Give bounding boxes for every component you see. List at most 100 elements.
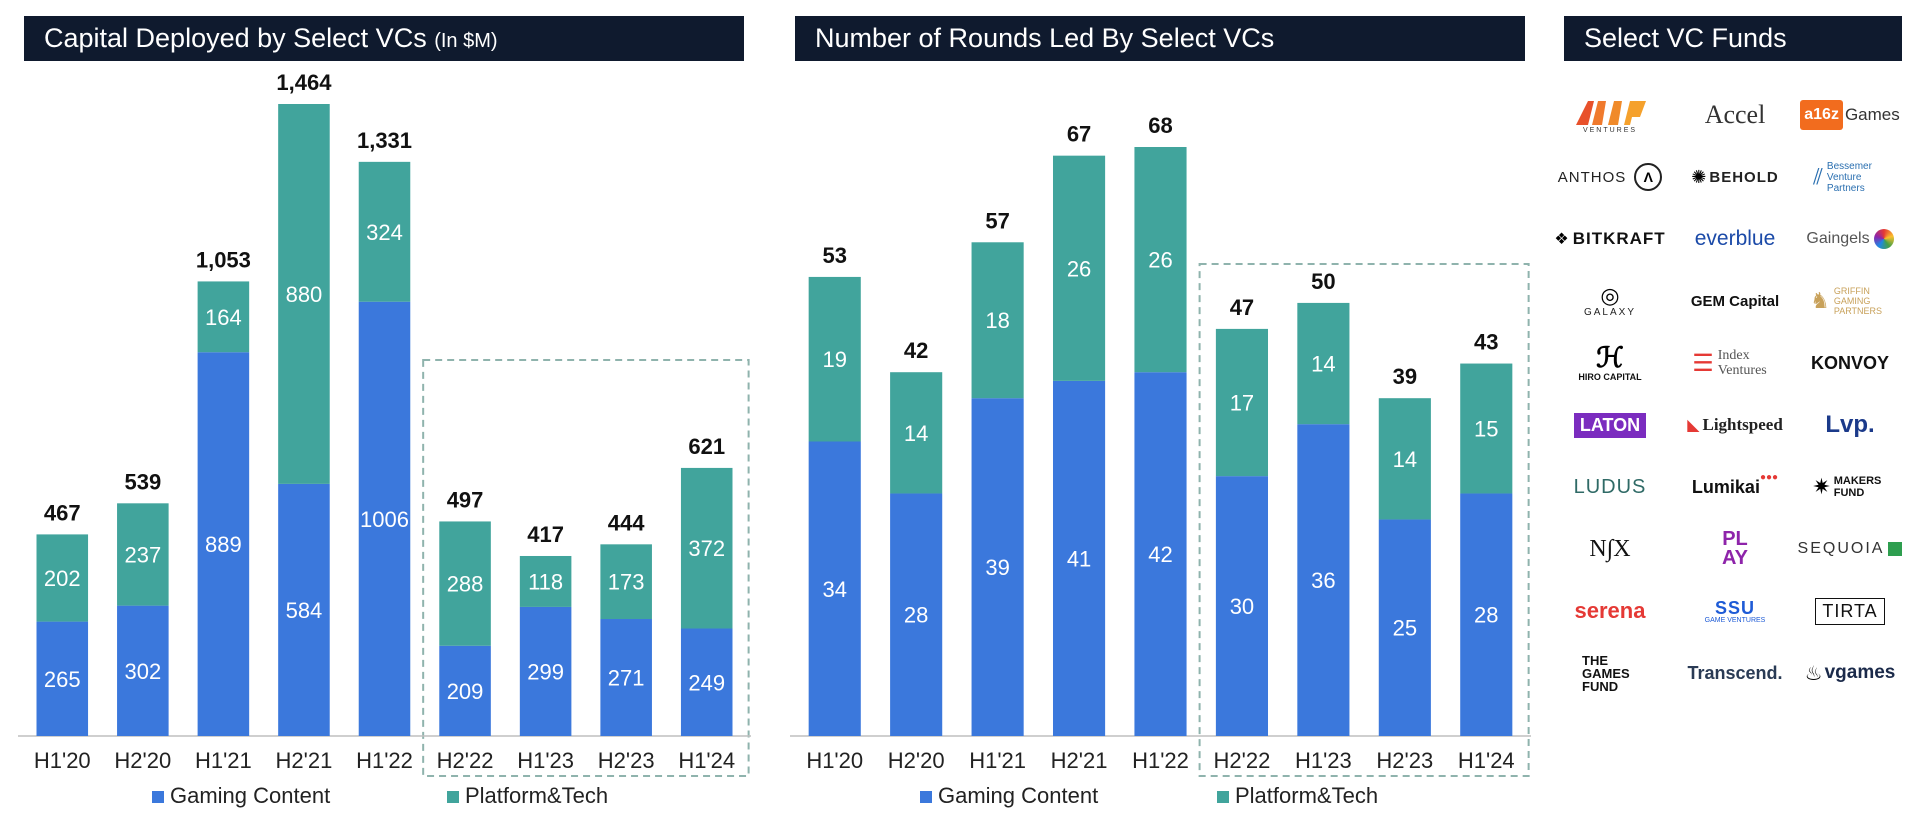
rounds-label-total-2: 57 — [985, 208, 1009, 233]
rounds-label-total-5: 47 — [1230, 295, 1254, 320]
fund-logo-konvoy: KONVOY — [1795, 343, 1905, 383]
rounds-label-gaming-5: 30 — [1230, 594, 1254, 619]
lvp-logo-text: Lvp. — [1825, 411, 1875, 438]
capital-bar-gaming-7 — [600, 619, 652, 736]
capital-bar-gaming-0 — [36, 621, 89, 736]
rounds-legend-gaming: Gaming Content — [938, 783, 1098, 808]
capital-label-platform-6: 118 — [528, 569, 563, 594]
fund-logo-bessemer: ⫽ Bessemer Venture Partners — [1795, 157, 1905, 197]
capital-label-platform-3: 880 — [286, 282, 323, 307]
fund-logo-sequoia: SEQUOIA — [1795, 529, 1905, 569]
capital-bar-gaming-3 — [278, 483, 330, 736]
capital-label-gaming-8: 249 — [688, 670, 725, 695]
capital-label-total-4: 1,331 — [357, 128, 412, 153]
rounds-bar-gaming-7 — [1378, 519, 1431, 736]
capital-label-gaming-3: 584 — [286, 598, 323, 623]
rounds-tick-8: H1'24 — [1458, 748, 1515, 773]
gaingels-logo-text: Gaingels — [1806, 230, 1870, 247]
index-logo-text: Index Ventures — [1717, 348, 1767, 378]
capital-deployed-chart: 265 202 467 H1'20 302 237 539 H2'20 889 164 1,053 H… — [18, 70, 751, 808]
capital-bar-platform-8 — [680, 467, 733, 629]
sequoia-logo-text: SEQUOIA — [1797, 540, 1885, 557]
capital-tick-7: H2'23 — [598, 748, 655, 773]
rounds-bar-platform-0 — [808, 276, 861, 442]
anthos-mark-icon: Λ — [1634, 163, 1663, 191]
rounds-tick-4: H1'22 — [1132, 748, 1189, 773]
ssv-mark-icon: SSU — [1714, 597, 1755, 618]
rounds-label-gaming-2: 39 — [985, 555, 1009, 580]
sequoia-mark-icon — [1888, 542, 1903, 556]
rounds-label-gaming-0: 34 — [822, 577, 846, 602]
rounds-chart-title: Number of Rounds Led By Select VCs — [795, 16, 1525, 61]
rounds-label-gaming-3: 41 — [1067, 546, 1091, 571]
fund-logo-anthos: ANTHOS Λ — [1555, 157, 1665, 197]
capital-label-total-6: 417 — [527, 522, 564, 547]
capital-tick-1: H2'20 — [114, 748, 171, 773]
rounds-bar-platform-5 — [1215, 328, 1269, 477]
rounds-tick-5: H2'22 — [1214, 748, 1271, 773]
rounds-label-gaming-7: 25 — [1393, 616, 1417, 641]
capital-tick-3: H2'21 — [276, 748, 333, 773]
ssv-logo-text: GAME VENTURES — [1704, 616, 1766, 624]
rounds-legend: Gaming Content Platform&Tech — [920, 783, 1378, 808]
bessemer-logo-text: Bessemer Venture Partners — [1826, 160, 1872, 194]
capital-title-text: Capital Deployed by Select VCs — [44, 23, 427, 53]
fund-logo-griffin: ♞ GRIFFIN GAMING PARTNERS — [1795, 281, 1905, 321]
rounds-bar-gaming-0 — [808, 441, 861, 736]
capital-label-total-7: 444 — [608, 510, 645, 535]
rounds-bar-platform-8 — [1460, 363, 1513, 494]
bitkraft-logo-text: BITKRAFT — [1572, 229, 1666, 248]
rounds-bar-platform-4 — [1134, 147, 1187, 373]
fund-logo-lvp: Lvp. — [1795, 405, 1905, 445]
makers-mark-icon: ✷ — [1812, 474, 1831, 499]
index-mark-icon: ☰ — [1692, 349, 1714, 377]
capital-label-total-3: 1,464 — [276, 70, 332, 95]
rounds-label-total-1: 42 — [904, 338, 928, 363]
capital-highlight-box — [422, 359, 750, 777]
anthos-logo-text: ANTHOS — [1557, 168, 1627, 186]
capital-tick-2: H1'21 — [195, 748, 252, 773]
capital-legend-gaming: Gaming Content — [170, 783, 330, 808]
rounds-bar-gaming-8 — [1460, 493, 1513, 736]
capital-label-gaming-2: 889 — [205, 532, 242, 557]
rounds-legend-swatch-gaming — [920, 791, 932, 803]
rounds-bar-platform-6 — [1297, 302, 1350, 425]
funds-panel-title: Select VC Funds — [1564, 16, 1902, 61]
capital-label-gaming-6: 299 — [527, 659, 564, 684]
rounds-bar-gaming-4 — [1134, 372, 1187, 736]
behold-logo-text: BEHOLD — [1709, 168, 1779, 186]
capital-bar-gaming-5 — [439, 645, 491, 736]
rounds-label-platform-5: 17 — [1230, 391, 1254, 416]
rounds-legend-swatch-platform — [1217, 791, 1229, 803]
transcend-logo-text: Transcend. — [1687, 662, 1783, 683]
rounds-label-total-8: 43 — [1474, 330, 1498, 355]
rounds-label-gaming-6: 36 — [1311, 568, 1335, 593]
1up-mark-icon — [1576, 100, 1646, 125]
rounds-label-gaming-1: 28 — [904, 603, 928, 628]
capital-label-platform-1: 237 — [124, 542, 161, 567]
everblue-logo-text: everblue — [1694, 227, 1776, 250]
a16z-badge-icon: a16z — [1800, 100, 1843, 130]
capital-legend-platform: Platform&Tech — [465, 783, 608, 808]
rounds-label-total-3: 67 — [1067, 122, 1091, 147]
capital-label-gaming-7: 271 — [608, 666, 645, 691]
rounds-tick-6: H1'23 — [1295, 748, 1352, 773]
serena-logo-text: serena — [1574, 598, 1646, 623]
fund-logo-gaingels: Gaingels — [1795, 219, 1905, 259]
fund-logo-serena: serena — [1555, 591, 1665, 631]
rounds-tick-1: H2'20 — [888, 748, 945, 773]
rounds-bar-platform-1 — [890, 372, 943, 494]
1up-logo-text: VENTURES — [1582, 126, 1638, 134]
rounds-bar-gaming-1 — [890, 493, 943, 736]
capital-bar-platform-1 — [117, 503, 169, 606]
fund-logo-1up-ventures: VENTURES — [1555, 95, 1665, 135]
capital-chart-title: Capital Deployed by Select VCs (In $M) — [24, 16, 744, 61]
behold-mark-icon: ✺ — [1691, 166, 1707, 187]
capital-label-platform-2: 164 — [205, 305, 242, 330]
capital-label-total-2: 1,053 — [196, 247, 251, 272]
fund-logo-gem-capital: GEM Capital — [1680, 281, 1790, 321]
capital-label-platform-7: 173 — [608, 570, 645, 595]
rounds-legend-platform: Platform&Tech — [1235, 783, 1378, 808]
fund-logo-the-games-fund: THE GAMES FUND — [1555, 653, 1665, 693]
fund-logo-laton: LATON — [1555, 405, 1665, 445]
